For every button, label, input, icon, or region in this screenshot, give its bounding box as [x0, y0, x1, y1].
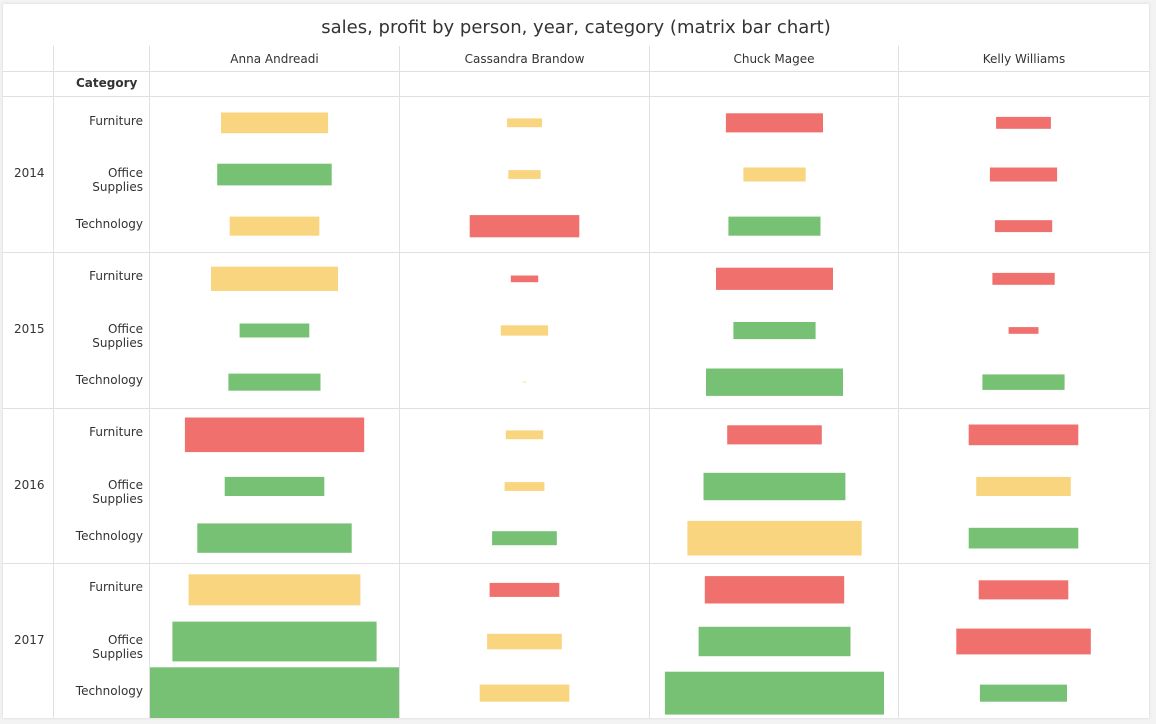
bar	[510, 275, 539, 283]
bar	[197, 523, 352, 553]
grid-vline	[898, 46, 899, 718]
category-label: Office Supplies	[92, 322, 143, 350]
bar	[698, 626, 851, 657]
year-label: 2017	[14, 633, 45, 647]
column-header-person: Kelly Williams	[982, 52, 1066, 66]
category-label: Furniture	[89, 114, 143, 128]
bar	[229, 216, 320, 236]
category-label: Furniture	[89, 269, 143, 283]
chart-title: sales, profit by person, year, category …	[321, 17, 831, 38]
bar	[217, 163, 332, 186]
year-label: 2016	[14, 478, 45, 492]
bar	[523, 381, 526, 383]
bar	[500, 325, 549, 336]
bar	[978, 580, 1069, 600]
bar	[507, 118, 542, 128]
bar	[492, 531, 557, 546]
bar	[728, 216, 821, 236]
bar	[727, 425, 822, 445]
bar	[687, 520, 862, 556]
bar	[992, 272, 1055, 285]
grid-vline	[649, 46, 650, 718]
bar	[725, 113, 823, 133]
bar	[704, 576, 845, 604]
bar	[221, 112, 329, 134]
grid-vline	[149, 46, 150, 718]
grid-vline	[53, 46, 54, 718]
bar	[733, 322, 816, 340]
year-label: 2015	[14, 322, 45, 336]
bar	[716, 267, 833, 290]
grid-vline	[399, 46, 400, 718]
column-header-person: Cassandra Brandow	[464, 52, 585, 66]
bar	[505, 430, 544, 440]
category-label: Office Supplies	[92, 166, 143, 194]
bar	[968, 424, 1079, 446]
category-label: Furniture	[89, 580, 143, 594]
grid-hline	[3, 408, 1149, 409]
category-label: Office Supplies	[92, 478, 143, 506]
matrix-bar-chart: sales, profit by person, year, category …	[3, 4, 1149, 718]
category-label: Office Supplies	[92, 633, 143, 661]
bar	[956, 628, 1091, 655]
bar	[211, 266, 338, 291]
bar	[239, 323, 310, 338]
grid-hline	[3, 71, 1149, 72]
bar	[504, 482, 545, 491]
category-label: Technology	[75, 373, 143, 387]
bar	[994, 220, 1053, 233]
bar	[487, 633, 562, 650]
bar	[979, 684, 1067, 702]
bar	[184, 417, 365, 453]
bar	[469, 215, 580, 238]
bar	[996, 116, 1051, 129]
bar	[508, 170, 541, 179]
bar	[703, 472, 846, 501]
year-label: 2014	[14, 166, 45, 180]
bars-layer	[150, 112, 1091, 718]
column-header-person: Chuck Magee	[733, 52, 815, 66]
bar	[489, 582, 560, 597]
bar	[982, 374, 1065, 390]
grid-hline	[3, 563, 1149, 564]
bar	[664, 671, 884, 715]
bar	[228, 373, 321, 391]
bar	[188, 574, 361, 606]
category-label: Technology	[75, 529, 143, 543]
bar	[743, 167, 806, 182]
bar	[150, 667, 399, 718]
column-header-person: Anna Andreadi	[230, 52, 319, 66]
category-label: Furniture	[89, 425, 143, 439]
bar	[1008, 327, 1039, 334]
category-label: Technology	[75, 217, 143, 231]
bar	[706, 368, 843, 396]
grid-hline	[3, 252, 1149, 253]
category-label: Technology	[75, 684, 143, 698]
bar	[968, 527, 1079, 549]
bar	[479, 684, 570, 702]
grid-hline	[3, 96, 1149, 97]
bar	[976, 476, 1071, 496]
category-header: Category	[76, 76, 138, 90]
bar	[224, 476, 325, 496]
bar	[989, 167, 1058, 182]
bar	[172, 621, 377, 662]
